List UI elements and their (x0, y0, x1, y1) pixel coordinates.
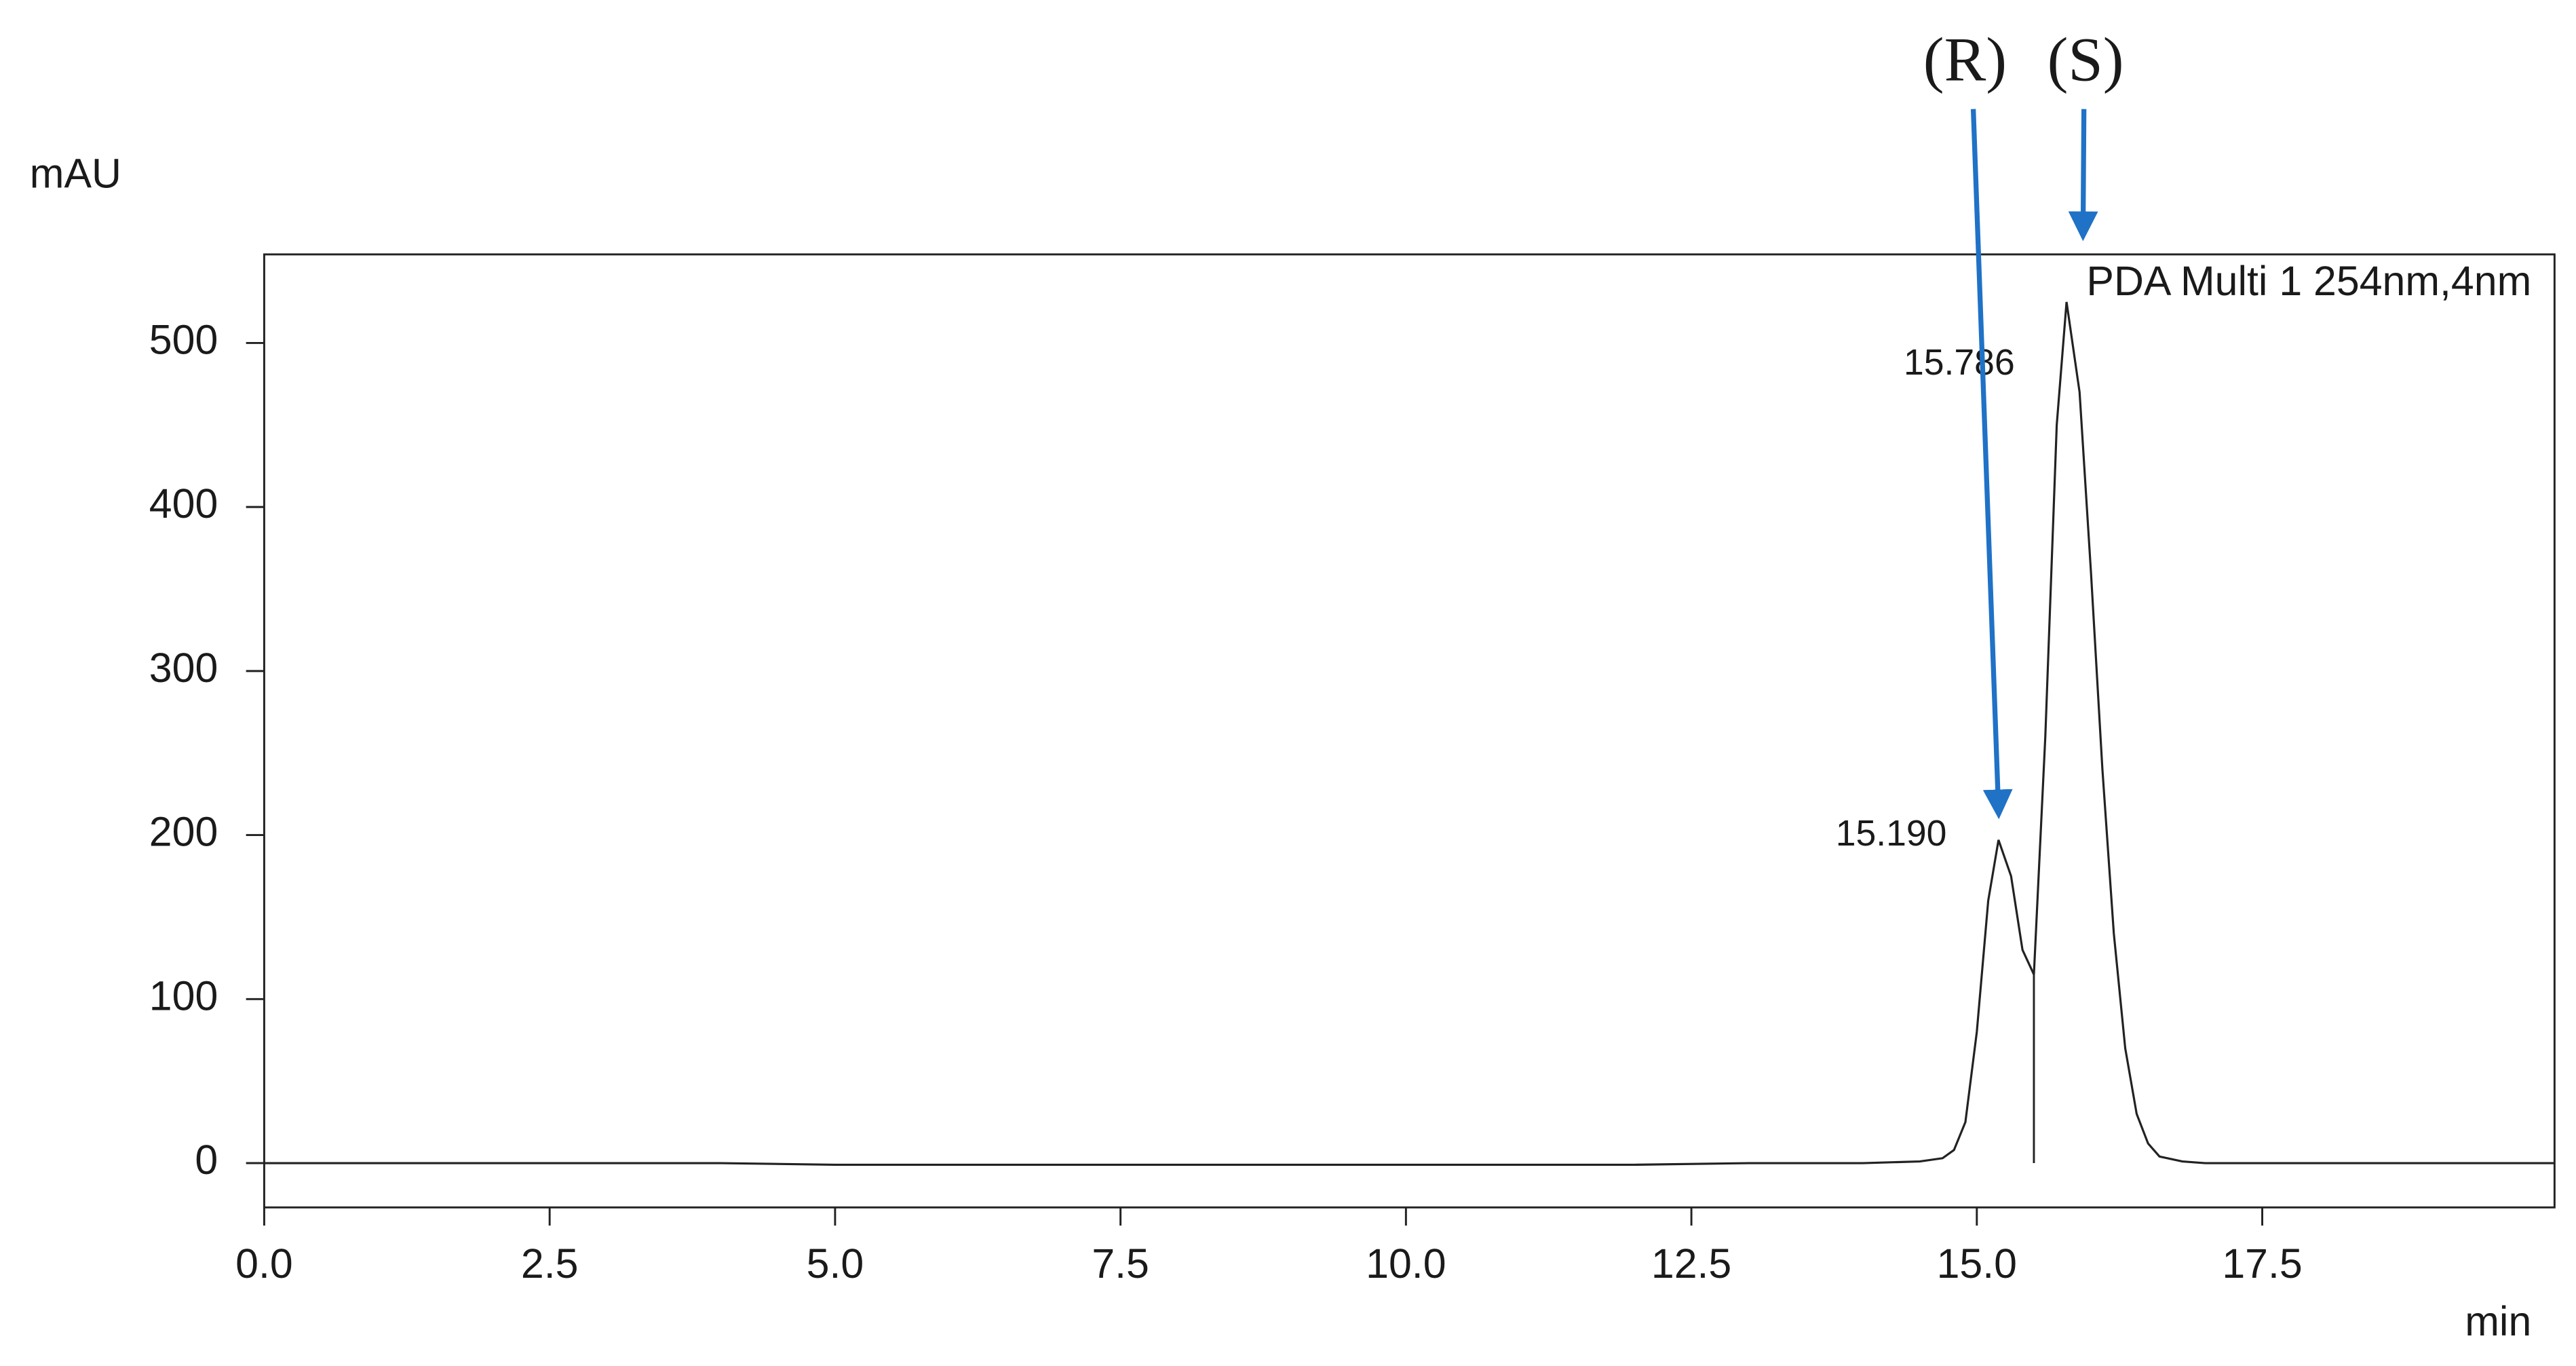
y-tick-label: 300 (149, 645, 218, 691)
x-tick-label: 10.0 (1366, 1240, 1446, 1287)
peak-name: (S) (2048, 26, 2124, 95)
y-tick-label: 200 (149, 809, 218, 855)
y-tick-label: 500 (149, 316, 218, 362)
x-tick-label: 15.0 (1937, 1240, 2017, 1287)
x-tick-label: 17.5 (2222, 1240, 2302, 1287)
y-tick-label: 100 (149, 972, 218, 1019)
x-tick-label: 2.5 (521, 1240, 579, 1287)
peak-name: (R) (1923, 26, 2007, 95)
y-tick-label: 400 (149, 480, 218, 527)
x-tick-label: 5.0 (807, 1240, 864, 1287)
x-tick-label: 12.5 (1651, 1240, 1731, 1287)
peak-label: 15.786 (1904, 343, 2015, 383)
x-tick-label: 0.0 (235, 1240, 293, 1287)
legend-label: PDA Multi 1 254nm,4nm (2086, 258, 2531, 304)
chromatogram-line (264, 301, 2555, 1166)
y-tick-label: 0 (195, 1137, 218, 1183)
peak-label: 15.190 (1836, 814, 1947, 854)
x-tick-label: 7.5 (1092, 1240, 1149, 1287)
x-axis-label: min (2465, 1298, 2531, 1344)
plot-frame (263, 253, 2556, 1209)
peak-arrow (1970, 109, 2013, 820)
y-axis-label: mAU (30, 151, 121, 197)
